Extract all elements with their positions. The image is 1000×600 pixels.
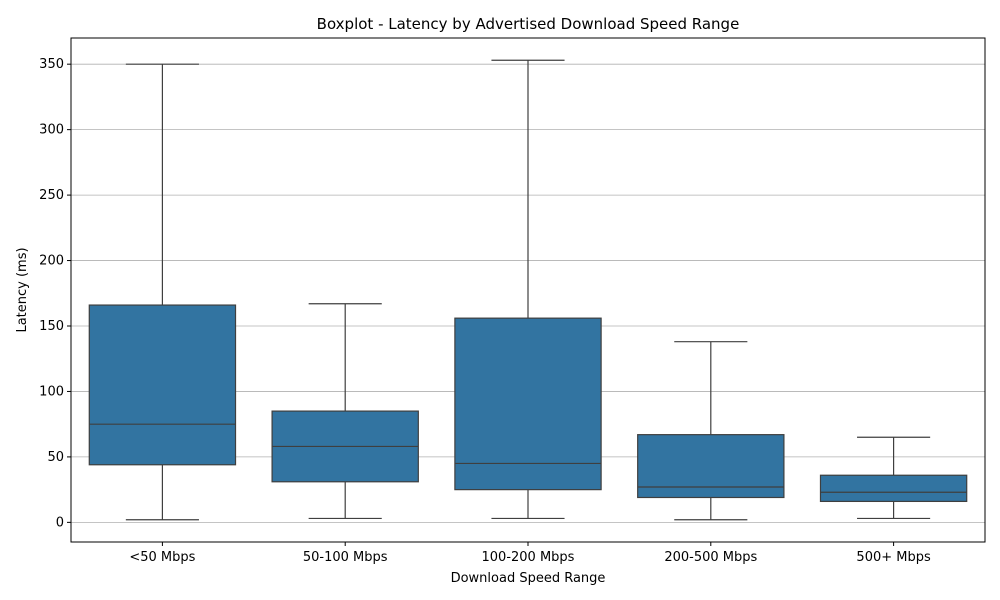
iqr-box (819, 474, 968, 503)
iqr-box (637, 434, 785, 499)
y-tick-label: 300 (39, 123, 64, 138)
boxes (88, 59, 968, 521)
x-tick-label: 50-100 Mbps (303, 550, 388, 565)
x-tick-label: <50 Mbps (129, 550, 195, 565)
x-axis-ticks: <50 Mbps 50-100 Mbps 100-200 Mbps 200-500 M… (129, 542, 931, 565)
iqr-box (454, 317, 602, 491)
y-tick-label: 150 (39, 319, 64, 334)
x-tick-label: 100-200 Mbps (482, 550, 575, 565)
x-tick-label: 200-500 Mbps (664, 550, 757, 565)
y-tick-label: 250 (39, 188, 64, 203)
y-tick-label: 200 (39, 254, 64, 269)
y-tick-label: 0 (56, 515, 64, 530)
y-tick-label: 350 (39, 57, 64, 72)
iqr-box (88, 304, 237, 466)
y-axis-ticks: 0 50 100 150 200 250 300 350 (39, 57, 71, 530)
y-axis-label: Latency (ms) (15, 247, 30, 332)
y-tick-label: 50 (47, 450, 64, 465)
chart-title: Boxplot - Latency by Advertised Download… (317, 15, 740, 33)
x-axis-label: Download Speed Range (451, 571, 606, 586)
y-tick-label: 100 (39, 384, 64, 399)
x-tick-label: 500+ Mbps (856, 550, 931, 565)
